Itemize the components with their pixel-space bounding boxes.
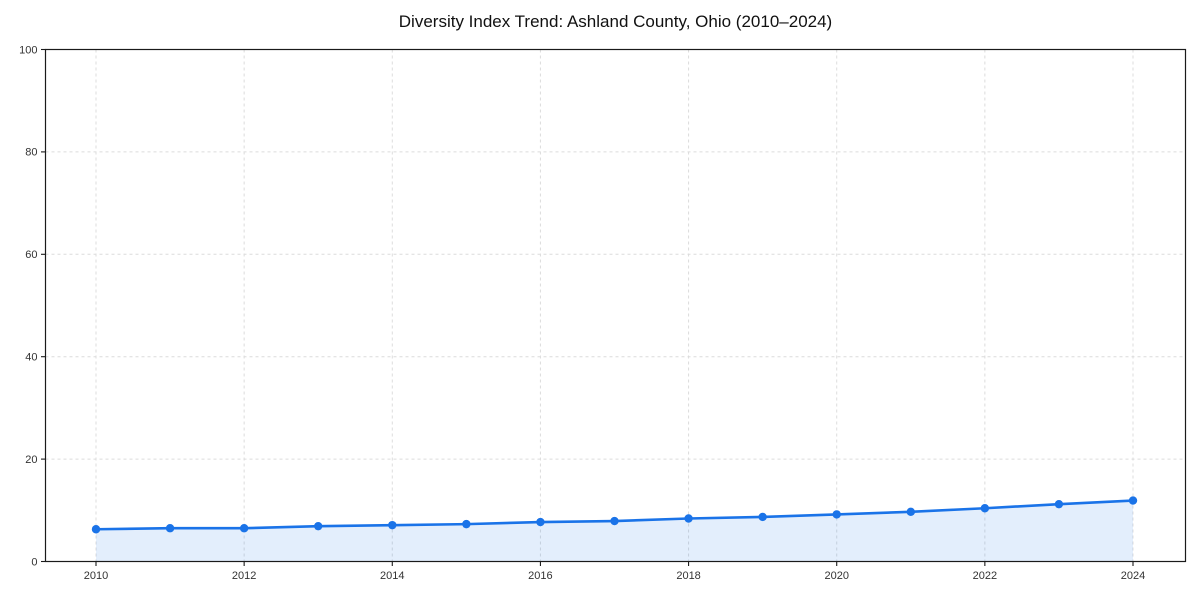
x-axis-tick-label: 2022 [973, 570, 997, 582]
x-axis-tick-label: 2024 [1121, 570, 1145, 582]
data-point-2024 [1128, 496, 1138, 505]
data-point-2014 [388, 520, 397, 530]
data-point-2015 [462, 519, 471, 529]
data-point-2023 [1054, 499, 1064, 509]
y-axis-tick-label: 0 [31, 556, 37, 568]
x-axis-tick-label: 2014 [380, 570, 404, 582]
data-point-2010 [91, 525, 101, 534]
x-axis-tick-label: 2020 [824, 570, 848, 582]
x-axis-tick-label: 2010 [84, 570, 108, 582]
data-point-2016 [536, 517, 545, 527]
data-point-2011 [165, 524, 175, 533]
data-point-2021 [906, 507, 915, 517]
y-axis-tick-label: 20 [25, 454, 37, 466]
chart-title: Diversity Index Trend: Ashland County, O… [398, 12, 833, 31]
data-point-2018 [684, 514, 693, 523]
y-axis-tick-label: 80 [25, 147, 37, 159]
data-point-2022 [980, 504, 990, 513]
x-axis-tick-label: 2018 [676, 570, 700, 582]
plot-border [44, 48, 1187, 563]
data-point-2019 [758, 512, 767, 522]
y-axis-tick-label: 60 [25, 249, 37, 261]
data-point-2013 [314, 521, 323, 531]
data-point-2017 [610, 516, 619, 526]
data-point-2020 [832, 510, 841, 519]
y-axis-tick-label: 100 [19, 44, 37, 56]
x-axis-tick-label: 2016 [528, 570, 552, 582]
area-fill [96, 500, 1133, 562]
y-axis-tick-label: 40 [25, 352, 37, 364]
x-axis-tick-label: 2012 [232, 570, 256, 582]
data-point-2012 [239, 524, 249, 533]
